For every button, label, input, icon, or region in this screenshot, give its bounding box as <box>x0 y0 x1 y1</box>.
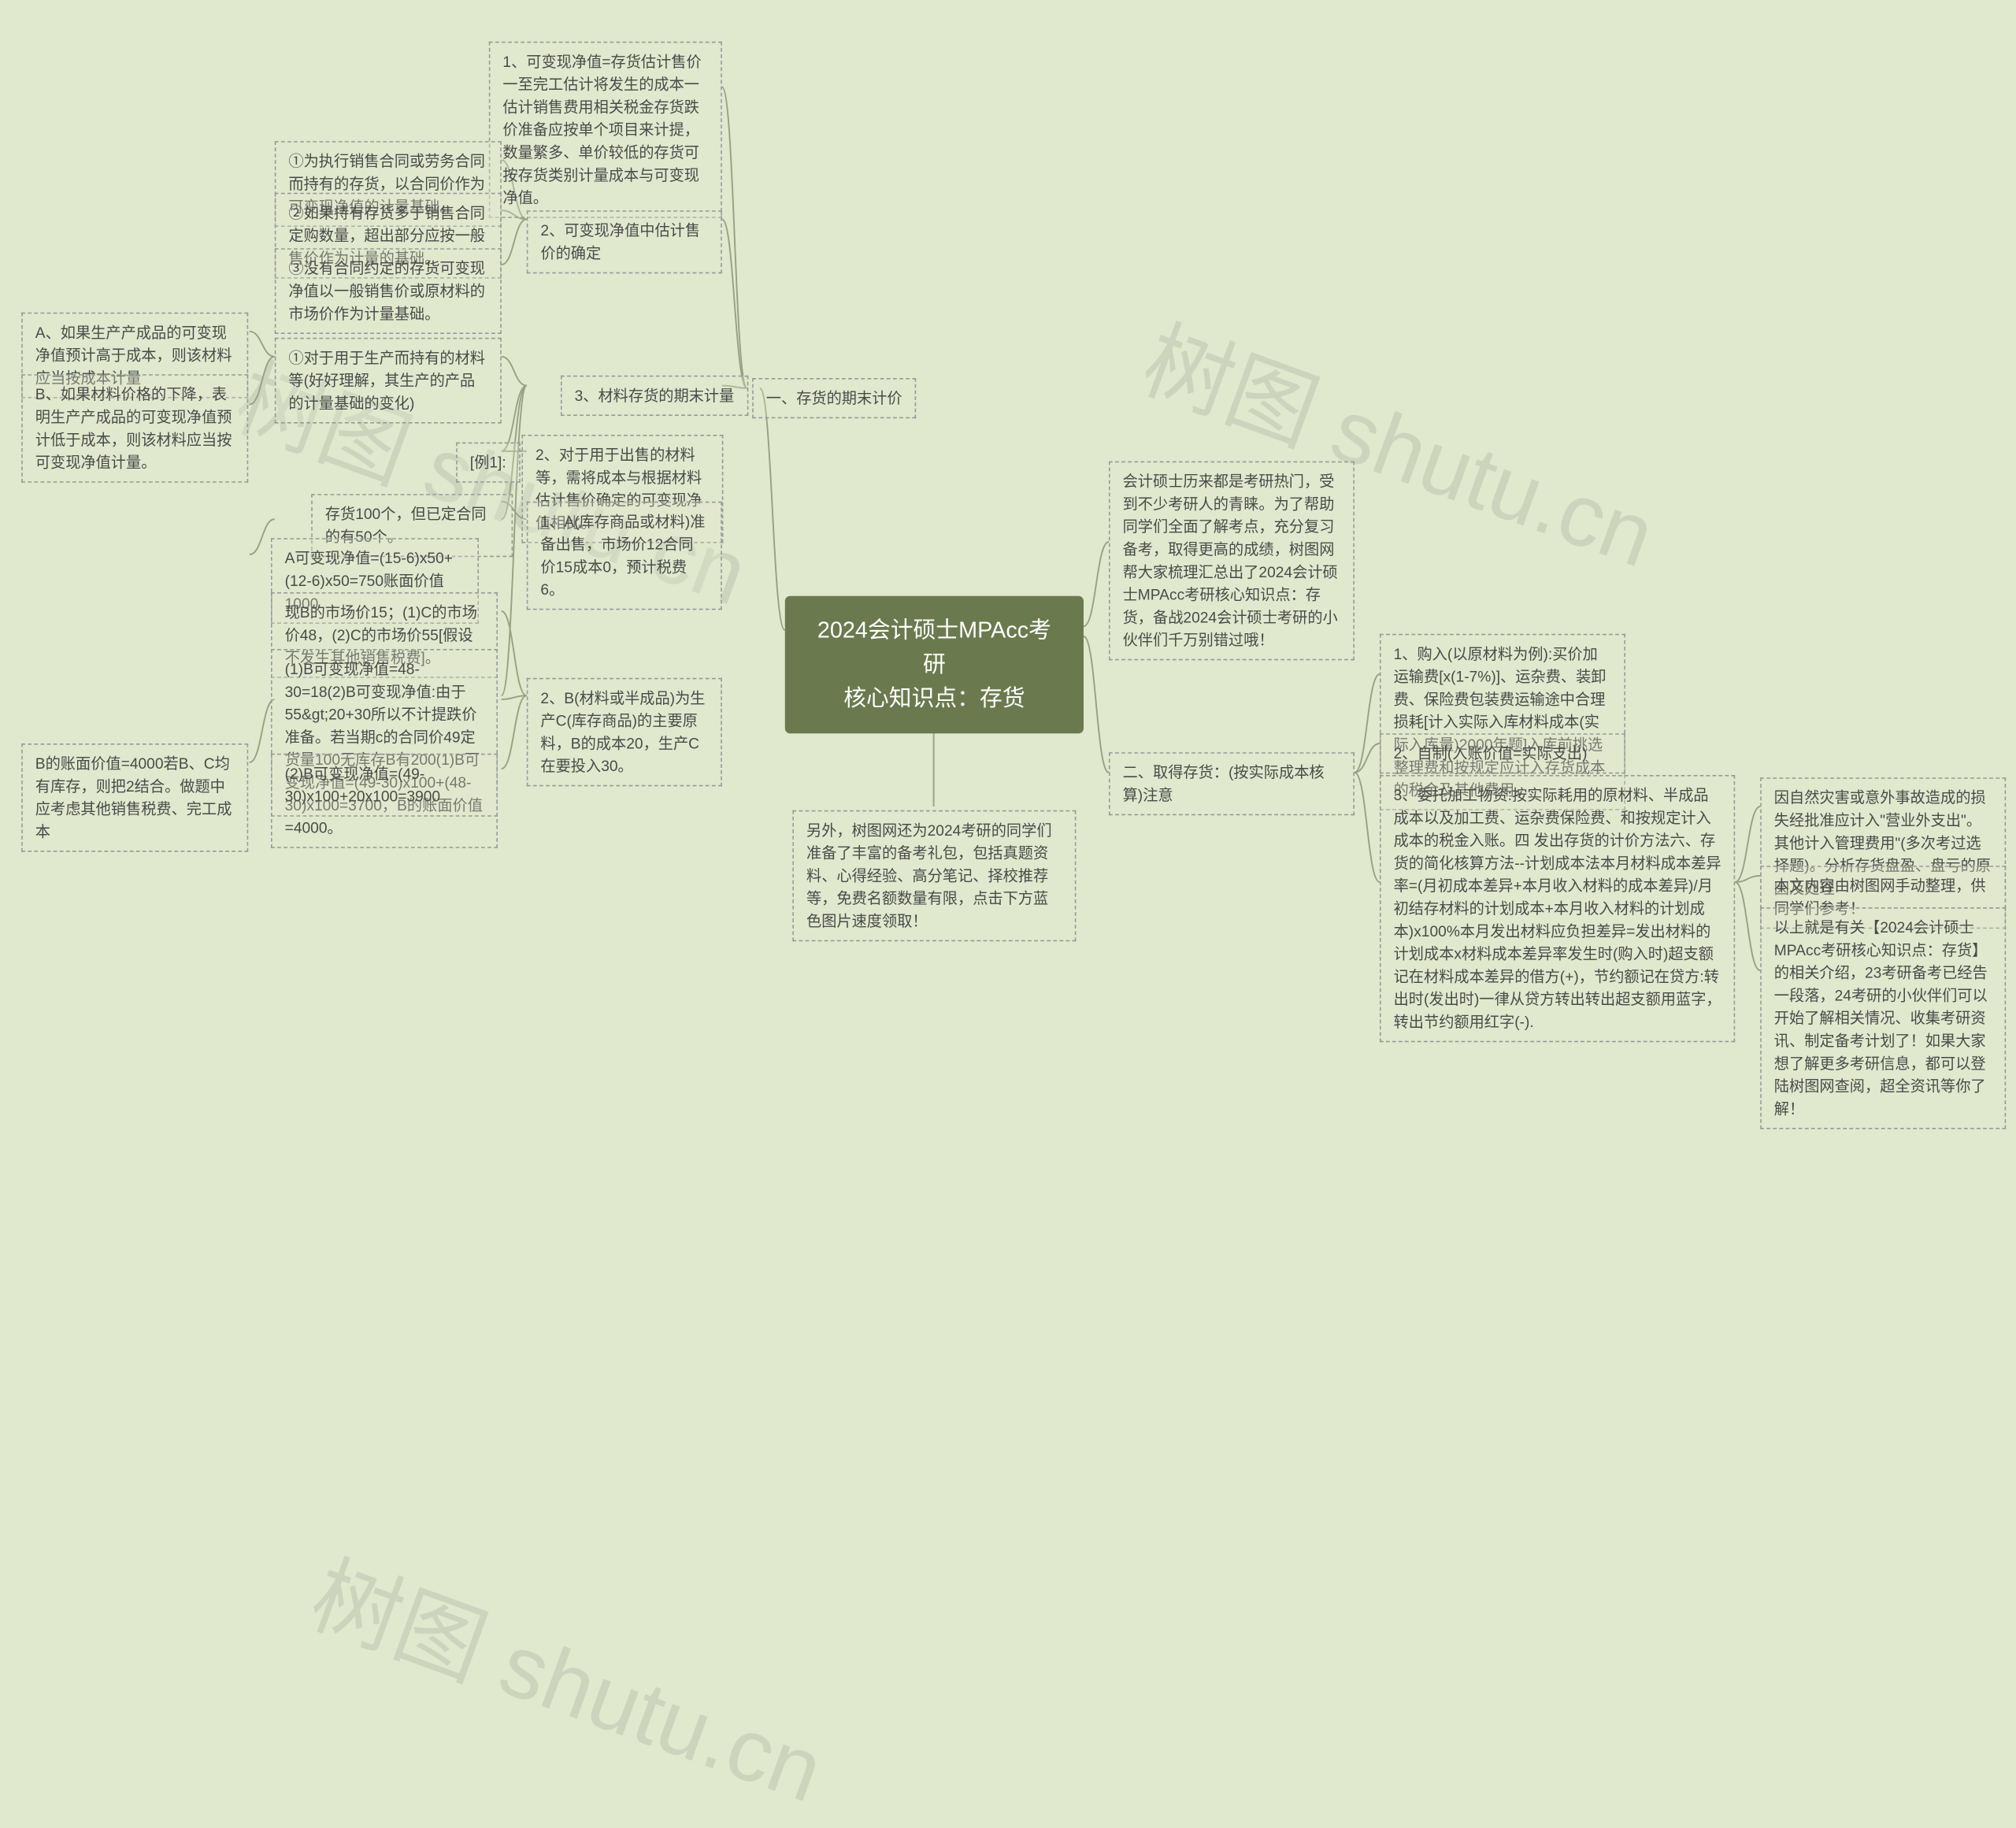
sec1-item-3: 3、材料存货的期末计量 <box>561 376 748 416</box>
intro-text: 会计硕士历来都是考研热门，受到不少考研人的青睐。为了帮助同学们全面了解考点，充分… <box>1109 462 1354 661</box>
footer-text: 另外，树图网还为2024考研的同学们准备了丰富的备考礼包，包括真题资料、心得经验… <box>792 810 1076 941</box>
center-line2: 核心知识点：存货 <box>843 685 1025 710</box>
sec1-item-1: 1、可变现净值=存货估计售价一至完工估计将发生的成本一估计销售费用相关税金存货跌… <box>489 42 722 218</box>
sec1-2c: ③没有合同约定的存货可变现净值以一般销售价或原材料的市场价作为计量基础。 <box>275 248 502 334</box>
sec1-item-2: 2、可变现净值中估计售价的确定 <box>527 210 722 273</box>
sec1-3d-3: (2)B可变现净值=(49-30)x100+20x100=3900 <box>271 754 498 817</box>
sec1-3d-2: (1)B可变现净值=48-30=18(2)B可变现净值:由于55&gt;20+3… <box>271 649 498 848</box>
sec1-3b-ex: [例1]: <box>456 443 520 483</box>
sec1-3a: ①对于用于生产而持有的材料等(好好理解，其生产的产品的计量基础的变化) <box>275 338 502 424</box>
sec1-3d: 2、B(材料或半成品)为生产C(库存商品)的主要原料，B的成本20，生产C在要投… <box>527 678 722 787</box>
sec1-3c: 1、A(库存商品或材料)准备出售，市场价12合同价15成本0，预计税费6。 <box>527 502 722 610</box>
sec2-item-2: 2、自制(入账价值=实际支出) <box>1380 733 1625 773</box>
section-1-title: 一、存货的期末计价 <box>752 378 916 418</box>
sec2-item-3: 3、委托加工物资:按实际耗用的原材料、半成品成本以及加工费、运杂费保险费、和按规… <box>1380 775 1735 1042</box>
center-line1: 2024会计硕士MPAcc考研 <box>817 617 1051 677</box>
section-2-title: 二、取得存货：(按实际成本核算)注意 <box>1109 752 1354 815</box>
sec2-note-c: 以上就是有关【2024会计硕士MPAcc考研核心知识点：存货】的相关介绍，23考… <box>1760 907 2006 1129</box>
sec1-3d-4: B的账面价值=4000若B、C均有库存，则把2结合。做题中应考虑其他销售税费、完… <box>21 743 248 852</box>
sec1-3a-B: B、如果材料价格的下降，表明生产产成品的可变现净值预计低于成本，则该材料应当按可… <box>21 374 248 483</box>
watermark: 树图 shutu.cn <box>297 1526 843 1828</box>
center-node: 2024会计硕士MPAcc考研 核心知识点：存货 <box>785 596 1084 733</box>
